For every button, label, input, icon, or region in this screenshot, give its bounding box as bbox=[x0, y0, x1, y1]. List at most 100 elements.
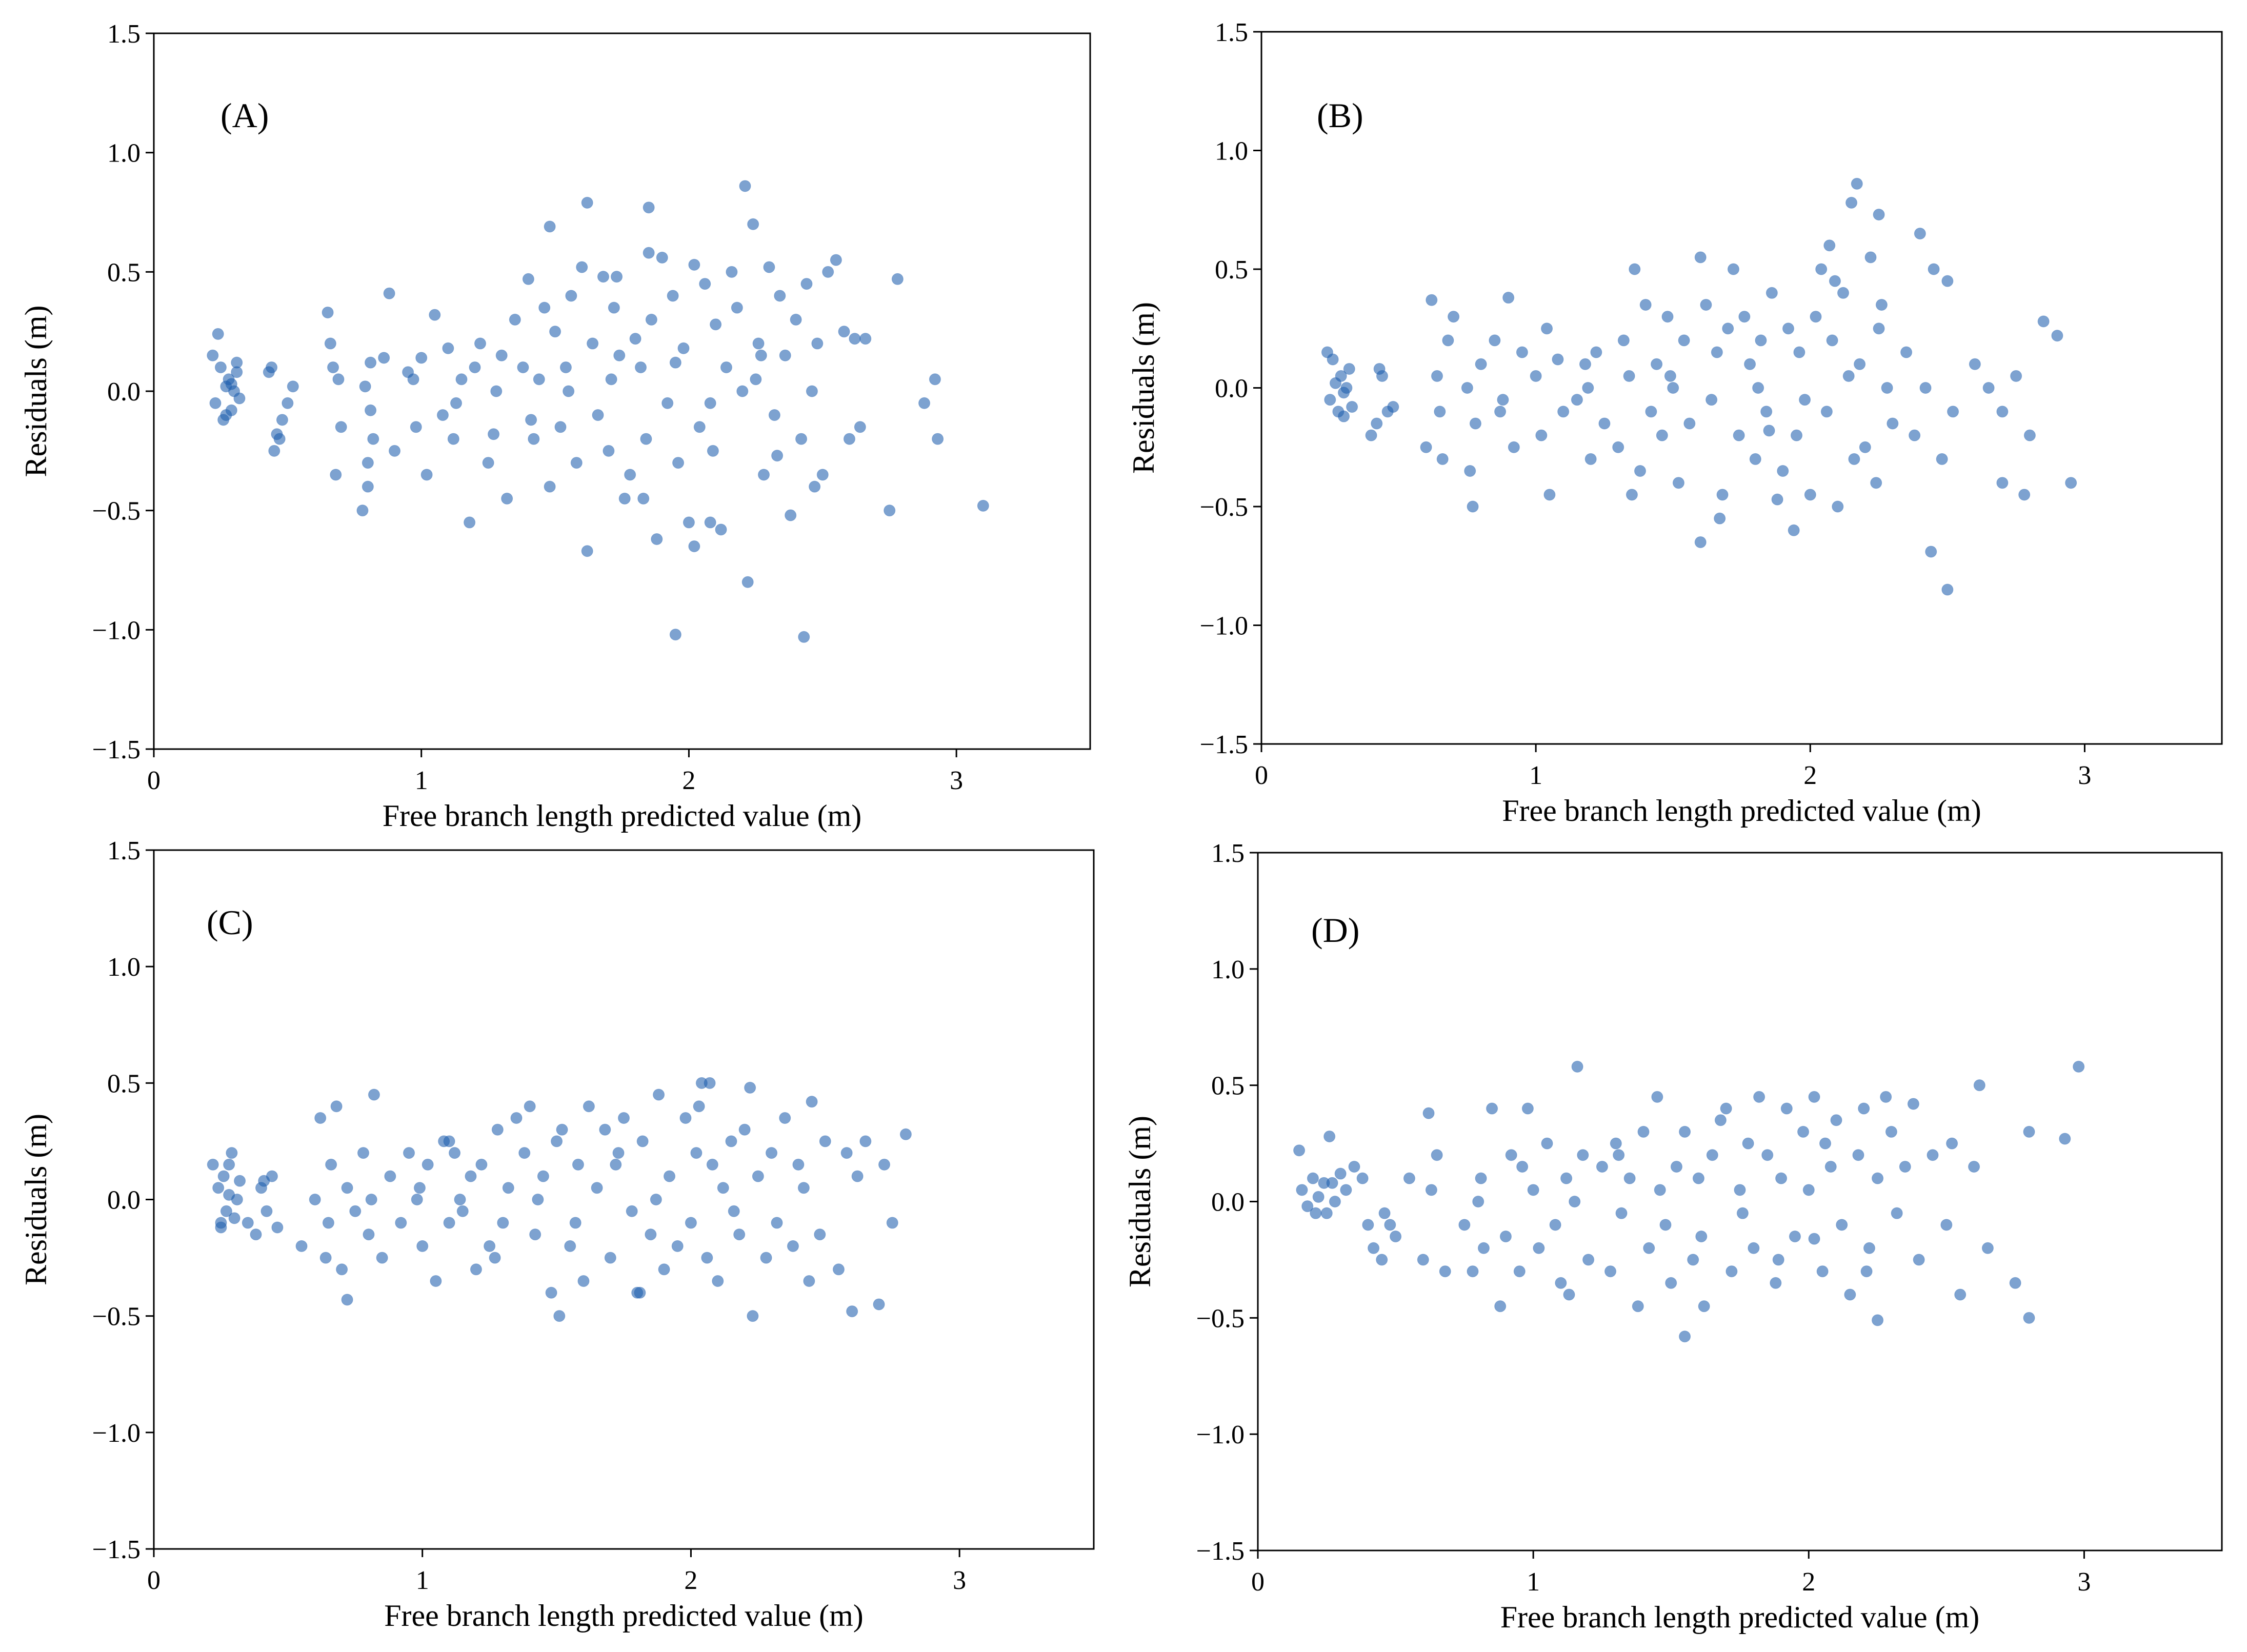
scatter-point bbox=[1448, 311, 1460, 323]
scatter-point bbox=[636, 1135, 649, 1147]
scatter-point bbox=[1996, 406, 2009, 418]
scatter-point bbox=[2009, 1277, 2021, 1289]
scatter-point bbox=[1823, 239, 1836, 252]
scatter-point bbox=[1755, 334, 1767, 347]
scatter-point bbox=[803, 1275, 815, 1287]
scatter-point bbox=[1914, 228, 1926, 240]
scatter-point bbox=[1982, 382, 1995, 394]
scatter-point bbox=[768, 409, 780, 421]
y-axis-label: Residuals (m) bbox=[1127, 302, 1160, 474]
scatter-point bbox=[653, 1089, 665, 1101]
scatter-point bbox=[1738, 311, 1751, 323]
scatter-point bbox=[533, 373, 545, 386]
scatter-point bbox=[645, 313, 657, 326]
x-axis-label: Free branch length predicted value (m) bbox=[384, 1599, 864, 1633]
scatter-point bbox=[1310, 1207, 1322, 1219]
scatter-point bbox=[1848, 453, 1860, 465]
scatter-point bbox=[733, 1228, 746, 1241]
scatter-point bbox=[1373, 362, 1386, 375]
scatter-point bbox=[1533, 1242, 1545, 1254]
panel-label: (D) bbox=[1311, 911, 1359, 950]
scatter-point bbox=[1521, 1102, 1534, 1115]
scatter-point bbox=[495, 349, 508, 361]
scatter-point bbox=[1880, 1091, 1892, 1103]
scatter-point bbox=[1610, 1137, 1622, 1150]
scatter-point bbox=[1320, 1207, 1333, 1219]
scatter-point bbox=[1384, 1219, 1396, 1231]
plot-frame bbox=[1260, 31, 2223, 745]
scatter-point bbox=[822, 266, 834, 278]
y-tick-label: −0.5 bbox=[1196, 1304, 1245, 1333]
scatter-point bbox=[1683, 417, 1696, 430]
scatter-point bbox=[529, 1228, 541, 1241]
scatter-point bbox=[1830, 1114, 1842, 1126]
scatter-point bbox=[899, 1128, 912, 1140]
scatter-point bbox=[1346, 401, 1358, 413]
scatter-point bbox=[1698, 1300, 1710, 1313]
scatter-point bbox=[544, 480, 556, 493]
scatter-point bbox=[242, 1217, 254, 1229]
scatter-point bbox=[787, 1240, 799, 1252]
scatter-point bbox=[1770, 1277, 1782, 1289]
y-tick-label: −0.5 bbox=[92, 1302, 141, 1332]
scatter-point bbox=[1854, 358, 1866, 370]
scatter-point bbox=[838, 326, 850, 338]
scatter-point bbox=[549, 326, 561, 338]
x-tick-label: 1 bbox=[1529, 761, 1542, 790]
scatter-point bbox=[1947, 406, 1959, 418]
scatter-point bbox=[1530, 370, 1542, 382]
scatter-point bbox=[491, 1123, 504, 1136]
scatter-point bbox=[1376, 1254, 1388, 1266]
scatter-point bbox=[1973, 1079, 1985, 1092]
scatter-point bbox=[1461, 382, 1473, 394]
scatter-point bbox=[704, 516, 716, 529]
scatter-point bbox=[484, 1240, 496, 1252]
scatter-point bbox=[231, 1194, 243, 1205]
scatter-point bbox=[679, 1112, 692, 1124]
x-tick-label: 3 bbox=[950, 766, 963, 795]
scatter-point bbox=[1582, 1254, 1595, 1266]
scatter-points bbox=[207, 1077, 912, 1322]
scatter-point bbox=[599, 1123, 611, 1136]
scatter-point bbox=[1477, 1242, 1490, 1254]
scatter-point bbox=[1659, 1219, 1672, 1231]
scatter-point bbox=[581, 196, 593, 209]
scatter-point bbox=[365, 1194, 377, 1205]
scatter-point bbox=[587, 337, 599, 350]
panel-label: (B) bbox=[1317, 96, 1363, 135]
scatter-point bbox=[362, 480, 374, 493]
scatter-point bbox=[1307, 1172, 1319, 1184]
scatter-point bbox=[1584, 453, 1597, 465]
scatter-point bbox=[314, 1112, 327, 1124]
scatter-point bbox=[720, 361, 732, 373]
scatter-point bbox=[704, 397, 716, 409]
scatter-point bbox=[1362, 1219, 1374, 1231]
scatter-point bbox=[771, 1217, 783, 1229]
scatter-point bbox=[217, 1170, 230, 1182]
scatter-point bbox=[436, 409, 449, 421]
scatter-point bbox=[465, 1170, 477, 1182]
scatter-point bbox=[1851, 177, 1863, 190]
scatter-point bbox=[715, 523, 727, 536]
panel-a: −1.5 −1.0 −0.5 0.0 0.5 1.0 1.5 0 1 2 3 Free branch … bbox=[19, 19, 1091, 833]
scatter-point bbox=[1541, 1137, 1553, 1150]
y-tick-label: 1.0 bbox=[107, 139, 141, 168]
x-tick-label: 2 bbox=[682, 766, 695, 795]
scatter-point bbox=[618, 492, 631, 505]
scatter-point bbox=[2065, 477, 2077, 489]
y-tick-label: −1.0 bbox=[92, 1419, 141, 1448]
panel-b: −1.5 −1.0 −0.5 0.0 0.5 1.0 1.5 0 1 2 3 Free branch … bbox=[1127, 18, 2223, 828]
scatter-point bbox=[1802, 1184, 1815, 1196]
scatter-point bbox=[356, 505, 369, 517]
scatter-point bbox=[1541, 323, 1553, 335]
scatter-point bbox=[1789, 1231, 1801, 1243]
y-tick-label: −1.5 bbox=[92, 1535, 141, 1564]
scatter-point bbox=[739, 180, 751, 192]
scatter-point bbox=[330, 469, 342, 481]
scatter-point bbox=[725, 1135, 737, 1147]
panel-c: −1.5 −1.0 −0.5 0.0 0.5 1.0 1.5 0 1 2 3 Free branch … bbox=[19, 836, 1095, 1633]
scatter-point bbox=[442, 342, 454, 354]
scatter-point bbox=[1928, 263, 1940, 275]
scatter-point bbox=[1969, 358, 1981, 370]
scatter-point bbox=[447, 433, 459, 445]
